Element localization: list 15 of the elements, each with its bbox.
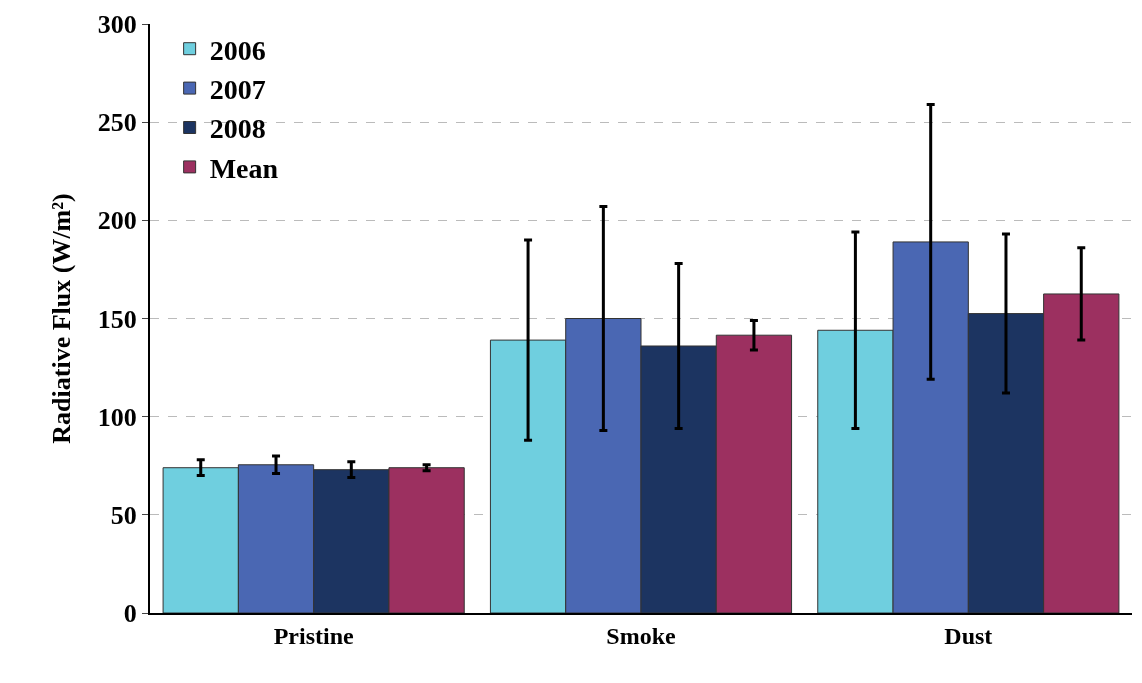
y-axis-title: Radiative Flux (W/m²) bbox=[46, 193, 76, 444]
y-tick-label: 200 bbox=[97, 206, 137, 236]
legend-label: 2007 bbox=[209, 74, 266, 106]
y-tick-label: 50 bbox=[110, 500, 137, 530]
legend-label: 2008 bbox=[209, 113, 266, 145]
y-tick-label: 300 bbox=[97, 10, 137, 40]
y-tick-label: 250 bbox=[97, 108, 137, 138]
legend-label: 2006 bbox=[209, 34, 266, 66]
legend-label: Mean bbox=[209, 152, 279, 184]
x-tick-label: Dust bbox=[944, 622, 993, 649]
y-tick-label: 150 bbox=[97, 304, 137, 334]
y-tick-label: 100 bbox=[97, 402, 137, 432]
x-tick-label: Pristine bbox=[273, 622, 355, 649]
y-tick-label: 0 bbox=[123, 599, 137, 629]
x-tick-label: Smoke bbox=[606, 622, 677, 649]
